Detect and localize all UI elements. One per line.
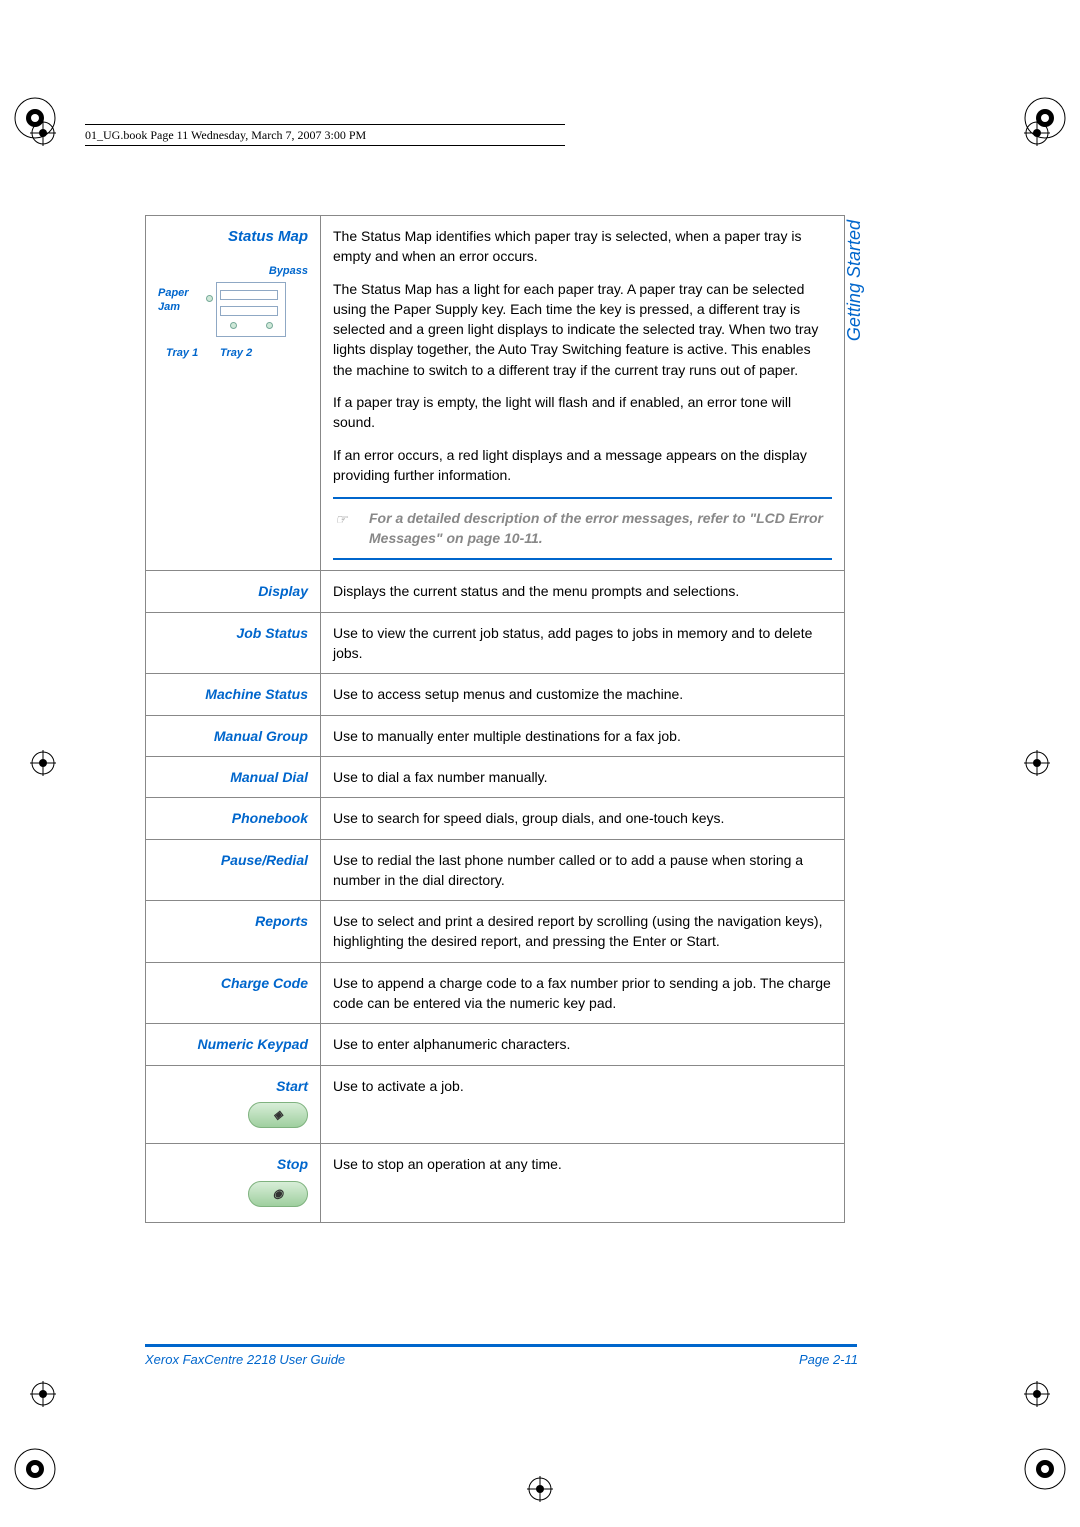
- row-label-stop: Stop ◉: [146, 1144, 321, 1223]
- diagram-light-icon: [230, 322, 237, 329]
- diagram-tray-slot: [220, 290, 278, 300]
- row-label: Reports: [146, 901, 321, 963]
- crop-mark-bl: [30, 1381, 56, 1407]
- start-button-icon: ◈: [248, 1102, 308, 1128]
- row-desc: Use to select and print a desired report…: [321, 901, 845, 963]
- feature-table: Status Map Bypass Paper Jam Tray 1 Tray …: [145, 215, 845, 1223]
- stop-label: Stop: [277, 1156, 308, 1172]
- note-hand-icon: ☞: [335, 509, 361, 548]
- row-desc: Displays the current status and the menu…: [321, 571, 845, 612]
- row-desc: Use to append a charge code to a fax num…: [321, 962, 845, 1024]
- label-jam: Jam: [158, 300, 180, 316]
- diagram-light-icon: [266, 322, 273, 329]
- crop-mark-ml: [30, 750, 56, 776]
- start-label: Start: [276, 1078, 308, 1094]
- label-tray2: Tray 2: [220, 346, 252, 362]
- row-desc: Use to redial the last phone number call…: [321, 839, 845, 901]
- row-desc: Use to enter alphanumeric characters.: [321, 1024, 845, 1065]
- status-map-description: The Status Map identifies which paper tr…: [321, 216, 845, 571]
- row-desc: Use to manually enter multiple destinati…: [321, 715, 845, 756]
- crop-mark-tl: [30, 120, 56, 146]
- row-label: Manual Dial: [146, 756, 321, 797]
- row-label: Phonebook: [146, 798, 321, 839]
- status-map-p1: The Status Map identifies which paper tr…: [333, 226, 832, 267]
- status-map-cell: Status Map Bypass Paper Jam Tray 1 Tray …: [146, 216, 321, 571]
- label-tray1: Tray 1: [166, 346, 198, 362]
- registration-corner-bl: [12, 1446, 58, 1492]
- registration-corner-br: [1022, 1446, 1068, 1492]
- row-label: Job Status: [146, 612, 321, 674]
- status-map-p2: The Status Map has a light for each pape…: [333, 279, 832, 380]
- row-desc: Use to dial a fax number manually.: [321, 756, 845, 797]
- status-map-diagram: Bypass Paper Jam Tray 1 Tray 2: [158, 260, 308, 370]
- diagram-tray-slot: [220, 306, 278, 316]
- row-desc: Use to view the current job status, add …: [321, 612, 845, 674]
- row-label: Machine Status: [146, 674, 321, 715]
- label-bypass: Bypass: [269, 264, 308, 280]
- row-label: Display: [146, 571, 321, 612]
- note-callout: ☞ For a detailed description of the erro…: [333, 497, 832, 560]
- row-desc: Use to access setup menus and customize …: [321, 674, 845, 715]
- footer-rule: [145, 1344, 857, 1347]
- crop-mark-mr: [1024, 750, 1050, 776]
- stop-button-icon: ◉: [248, 1181, 308, 1207]
- note-text: For a detailed description of the error …: [369, 509, 826, 548]
- row-desc: Use to search for speed dials, group dia…: [321, 798, 845, 839]
- footer-right: Page 2-11: [799, 1352, 858, 1367]
- footer-left: Xerox FaxCentre 2218 User Guide: [145, 1352, 345, 1367]
- row-label: Numeric Keypad: [146, 1024, 321, 1065]
- row-label-start: Start ◈: [146, 1065, 321, 1144]
- crop-mark-tr: [1024, 120, 1050, 146]
- status-map-p4: If an error occurs, a red light displays…: [333, 445, 832, 486]
- header-text: 01_UG.book Page 11 Wednesday, March 7, 2…: [85, 128, 366, 143]
- row-desc: Use to activate a job.: [321, 1065, 845, 1144]
- crop-mark-br: [1024, 1381, 1050, 1407]
- row-label: Pause/Redial: [146, 839, 321, 901]
- crop-mark-bc: [527, 1476, 553, 1502]
- row-desc: Use to stop an operation at any time.: [321, 1144, 845, 1223]
- row-label: Manual Group: [146, 715, 321, 756]
- row-label: Charge Code: [146, 962, 321, 1024]
- status-map-p3: If a paper tray is empty, the light will…: [333, 392, 832, 433]
- status-map-title: Status Map: [158, 226, 308, 248]
- section-side-label: Getting Started: [844, 220, 865, 341]
- diagram-light-icon: [206, 295, 213, 302]
